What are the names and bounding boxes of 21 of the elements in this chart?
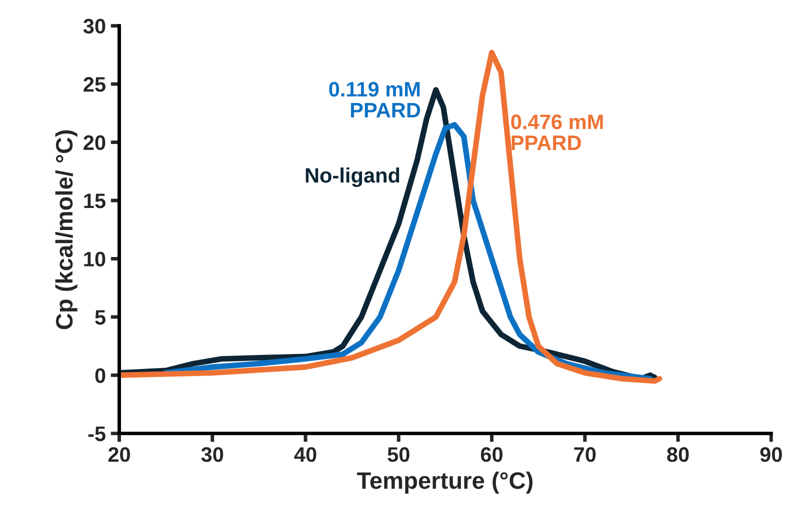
- x-tick-label: 50: [388, 447, 410, 462]
- x-tick-label: 40: [294, 447, 316, 462]
- x-axis-title: Temperture (°C): [357, 472, 532, 494]
- y-tick-label: 25: [84, 77, 106, 92]
- series-label: 0.119 mM PPARD: [329, 82, 420, 118]
- x-tick-label: 60: [480, 447, 502, 462]
- x-tick-label: 30: [201, 447, 224, 462]
- x-tick-label: 70: [574, 447, 596, 462]
- x-tick-label: 80: [667, 447, 689, 462]
- y-tick-label: 15: [84, 194, 106, 208]
- y-axis-title: Cp (kcal/mole/ °C): [55, 130, 78, 330]
- series-label: No-ligand: [306, 167, 400, 187]
- x-tick-label: 20: [108, 447, 130, 462]
- y-tick-label: -5: [88, 426, 106, 442]
- x-tick-label: 90: [760, 447, 782, 462]
- y-tick-label: 5: [95, 310, 106, 325]
- y-tick-label: 30: [83, 18, 106, 34]
- y-tick-label: 10: [84, 252, 106, 266]
- y-tick-label: 0: [95, 368, 106, 383]
- series-label: 0.476 mM PPARD: [511, 114, 603, 150]
- y-tick-label: 20: [84, 135, 106, 150]
